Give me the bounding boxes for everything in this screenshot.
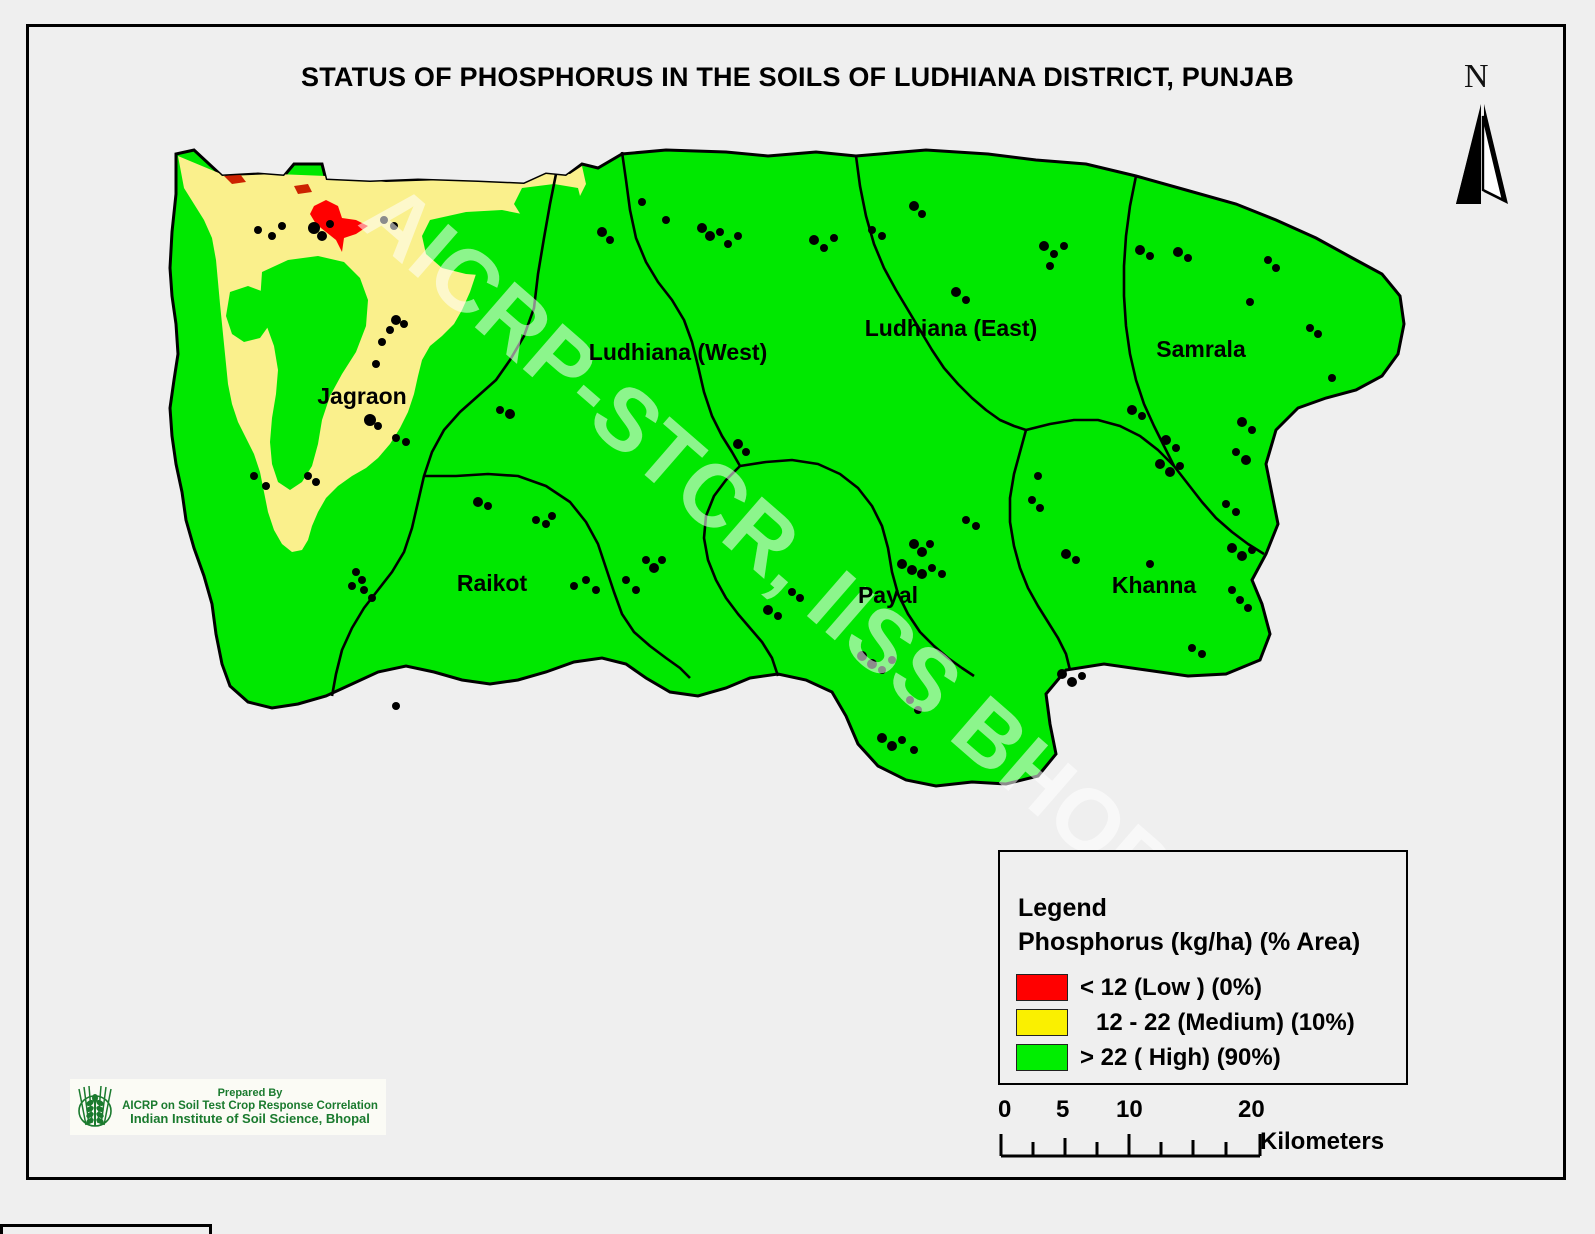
- credit-text: Prepared By AICRP on Soil Test Crop Resp…: [118, 1086, 386, 1127]
- legend-item-low: < 12 (Low ) (0%): [1016, 970, 1400, 1005]
- credit-line-1: Prepared By: [217, 1086, 283, 1099]
- north-arrow-icon: [1456, 104, 1508, 204]
- legend-swatch-medium: [1016, 1009, 1068, 1036]
- scale-bar-unit: Kilometers: [1260, 1128, 1385, 1155]
- credit-line-3: Indian Institute of Soil Science, Bhopal: [130, 1111, 370, 1127]
- scale-tick-label-20: 20: [1238, 1096, 1265, 1123]
- legend-subheading: Phosphorus (kg/ha) (% Area): [1018, 928, 1361, 956]
- north-arrow: N: [1448, 58, 1528, 212]
- legend-item-medium: 12 - 22 (Medium) (10%): [1016, 1005, 1400, 1040]
- legend-swatch-high: [1016, 1044, 1068, 1071]
- scale-tick-label-5: 5: [1056, 1096, 1070, 1123]
- credit-line-2: AICRP on Soil Test Crop Response Correla…: [122, 1099, 378, 1112]
- page-title: STATUS OF PHOSPHORUS IN THE SOILS OF LUD…: [301, 62, 1294, 92]
- legend-label-high: > 22 ( High) (90%): [1080, 1043, 1281, 1071]
- legend-items: < 12 (Low ) (0%) 12 - 22 (Medium) (10%) …: [1016, 970, 1400, 1075]
- legend-label-low: < 12 (Low ) (0%): [1080, 973, 1263, 1001]
- legend-label-medium: 12 - 22 (Medium) (10%): [1096, 1008, 1355, 1036]
- legend: Legend Phosphorus (kg/ha) (% Area) < 12 …: [998, 850, 1408, 1085]
- legend-swatch-low: [1016, 974, 1068, 1001]
- scale-bar: 0 5 10 20 Kilometers: [998, 1096, 1398, 1166]
- icar-wheat-logo-icon: [78, 1085, 112, 1127]
- scale-tick-label-0: 0: [998, 1096, 1012, 1123]
- legend-item-high: > 22 ( High) (90%): [1016, 1040, 1400, 1075]
- legend-heading: Legend: [1018, 894, 1107, 922]
- secondary-frame-sliver: [0, 1224, 212, 1234]
- scale-bar-numbers: 0 5 10 20: [998, 1096, 1398, 1126]
- scale-bar-ticks: [999, 1134, 1262, 1158]
- north-arrow-label: N: [1464, 58, 1489, 95]
- credit-block: Prepared By AICRP on Soil Test Crop Resp…: [70, 1079, 386, 1135]
- scale-tick-label-10: 10: [1116, 1096, 1143, 1123]
